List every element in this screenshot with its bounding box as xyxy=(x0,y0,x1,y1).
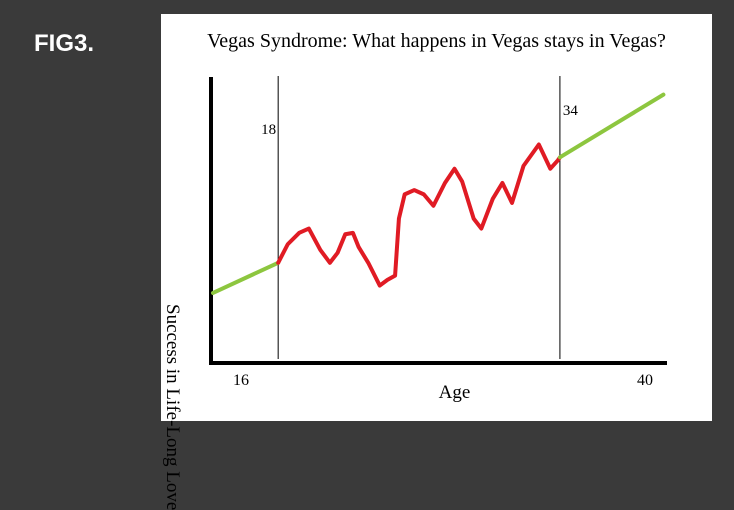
figure-label: FIG3. xyxy=(34,30,95,57)
series-line-between xyxy=(276,142,562,288)
y-axis-label: Success in Life-Long Love xyxy=(162,304,183,510)
x-tick-label-end: 40 xyxy=(637,372,653,389)
x-tick-label-start: 16 xyxy=(233,372,249,389)
marker-label-34: 34 xyxy=(563,103,579,119)
x-axis-label: Age xyxy=(438,382,471,403)
marker-label-18: 18 xyxy=(261,122,276,138)
chart-panel: 18 34 Vegas Syndrome: What happens in Veg… xyxy=(161,14,712,510)
series-line-after xyxy=(557,92,666,160)
chart-title: Vegas Syndrome: What happens in Vegas st… xyxy=(207,30,666,52)
series-line-before xyxy=(211,260,281,295)
